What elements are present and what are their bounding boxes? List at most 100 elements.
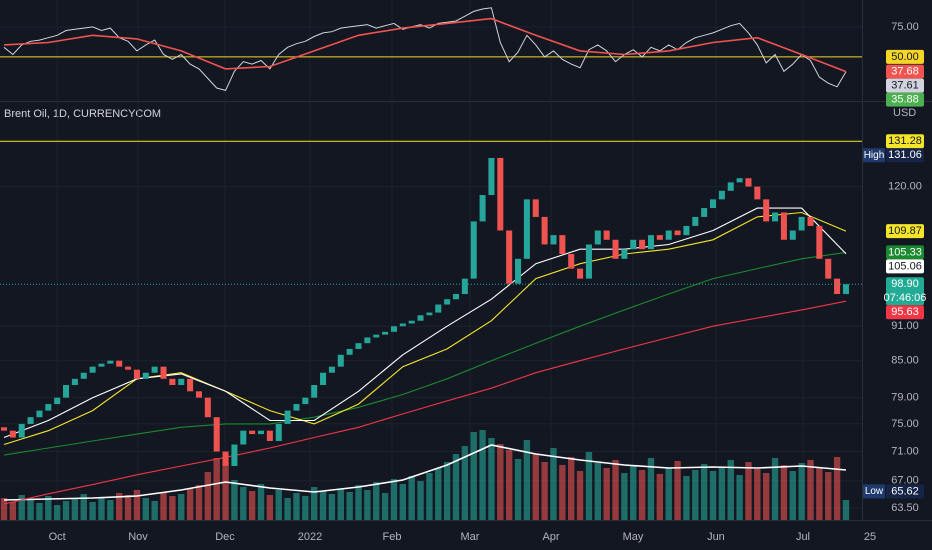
volume-bar <box>665 468 672 520</box>
y-tick-label: 75.00 <box>891 418 919 430</box>
volume-bar <box>53 505 61 520</box>
x-tick-label: May <box>623 531 644 543</box>
candle-body <box>745 178 752 187</box>
volume-bar <box>417 481 424 520</box>
volume-bar <box>346 492 353 520</box>
candle-body <box>710 199 717 209</box>
candle-body <box>470 221 477 279</box>
low-label: 65.62 <box>891 485 919 497</box>
candle-body <box>328 366 335 373</box>
volume-bar <box>364 490 371 520</box>
x-tick-label: Oct <box>49 531 66 543</box>
candle-body <box>577 268 584 279</box>
y-tick-label: 85.00 <box>891 355 919 367</box>
candle-body <box>408 320 415 324</box>
candle-body <box>0 427 8 431</box>
volume-bar <box>550 448 557 520</box>
candle-body <box>550 235 557 245</box>
candle-body <box>630 239 637 250</box>
candle-body <box>71 378 78 386</box>
candle-body <box>541 216 548 245</box>
x-tick-label: Feb <box>383 531 402 543</box>
volume-bar <box>461 446 469 520</box>
x-tick-label: Jun <box>707 531 725 543</box>
candle-body <box>506 230 513 284</box>
x-tick-label: 2022 <box>298 531 322 543</box>
candle-body <box>27 417 34 424</box>
volume-bar <box>310 487 318 520</box>
candle-body <box>798 216 805 231</box>
y-tick-label: 71.00 <box>891 445 919 457</box>
volume-bar <box>381 493 389 520</box>
high-label: 131.06 <box>888 149 922 161</box>
volume-bar <box>505 450 513 520</box>
candle-body <box>364 337 371 344</box>
candle-body <box>417 315 424 321</box>
high-label-tag-text: High <box>864 150 885 161</box>
candle-body <box>523 199 530 259</box>
low-label-box <box>886 484 924 499</box>
volume-bar <box>816 468 823 520</box>
volume-bar <box>621 473 628 520</box>
volume-bar <box>426 473 433 520</box>
candle-body <box>754 186 761 200</box>
candle-body <box>736 178 743 183</box>
volume-bar <box>798 463 805 520</box>
volume-bar <box>390 479 398 520</box>
volume-bar <box>142 498 149 520</box>
volume-bar <box>763 473 770 520</box>
y-tick-label: 67.00 <box>891 475 919 487</box>
candle-body <box>80 372 87 379</box>
candle-body <box>142 372 149 379</box>
candle-body <box>125 366 132 370</box>
candle-body <box>444 299 451 305</box>
volume-bar <box>71 499 79 520</box>
candle-body <box>452 294 460 300</box>
volume-bar <box>435 468 442 520</box>
candle-body <box>320 372 327 386</box>
candle-body <box>187 378 194 392</box>
candle-body <box>426 312 433 316</box>
candle-body <box>674 230 681 236</box>
volume-bar <box>727 460 734 520</box>
volume-bar <box>373 482 380 520</box>
candle-body <box>98 363 105 367</box>
candle-body <box>18 423 25 438</box>
volume-bar <box>80 494 87 520</box>
rsi-value-label: 37.61 <box>891 80 919 92</box>
candle-body <box>515 258 522 284</box>
volume-bar <box>674 461 681 520</box>
candle-body <box>45 404 52 411</box>
volume-bar <box>656 474 664 520</box>
ma-value-label: 109.87 <box>888 225 922 237</box>
candle-body <box>107 360 114 364</box>
moving-average <box>3 300 847 505</box>
rsi-marker-label-box <box>886 92 924 107</box>
candle-body <box>816 225 823 259</box>
low-label-tag <box>863 484 885 499</box>
high-label-box <box>886 148 924 163</box>
volume-bar <box>789 471 796 520</box>
volume-bar <box>18 495 25 520</box>
rsi-value-label-box <box>886 64 924 79</box>
candle-body <box>825 258 832 279</box>
candle-body <box>621 249 628 259</box>
volume-bar <box>213 458 220 520</box>
volume-bar <box>833 457 841 520</box>
x-tick-label: Nov <box>128 531 148 543</box>
candle-body <box>284 410 291 424</box>
volume-bar <box>603 468 610 520</box>
volume-bar <box>842 500 850 520</box>
ma-value-label-box <box>886 224 924 239</box>
candle-body <box>612 239 619 259</box>
volume-bar <box>284 498 291 520</box>
candle-body <box>249 430 256 435</box>
candle-body <box>399 323 406 327</box>
x-tick-label: Apr <box>542 531 559 543</box>
candle-body <box>231 444 238 466</box>
volume-bar <box>594 463 601 520</box>
candle-body <box>842 284 849 295</box>
volume-bar <box>736 475 743 520</box>
volume-bar <box>89 502 96 520</box>
